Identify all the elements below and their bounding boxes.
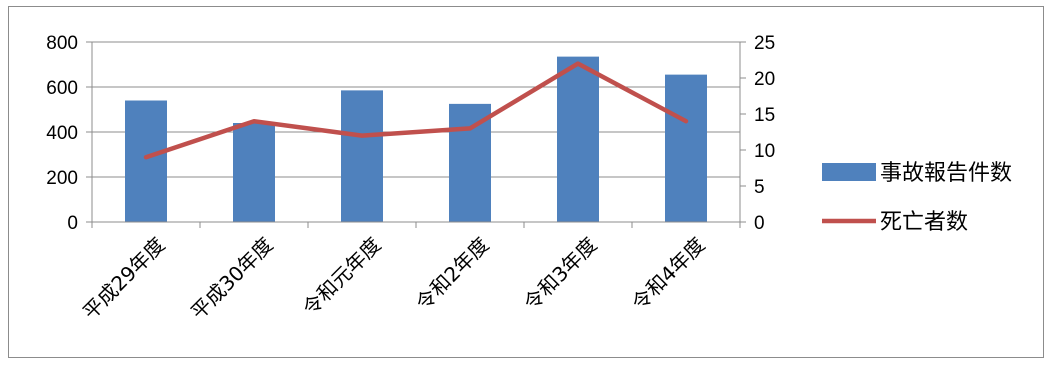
right-tick-label: 0 — [754, 213, 765, 234]
left-tick-label: 400 — [46, 123, 78, 144]
category-label: 令和3年度 — [519, 233, 602, 316]
category-label: 令和2年度 — [411, 233, 494, 316]
right-tick-label: 25 — [754, 33, 775, 54]
right-tick-label: 15 — [754, 105, 775, 126]
category-labels: 平成29年度 平成30年度 令和元年度 令和2年度 令和3年度 令和4年度 — [78, 233, 710, 325]
legend-label-bar: 事故報告件数 — [880, 161, 1012, 186]
legend-swatch-bar — [822, 163, 876, 181]
bar — [449, 103, 491, 222]
line-series — [143, 61, 689, 160]
category-label: 令和4年度 — [627, 233, 710, 316]
bar — [665, 74, 707, 222]
category-label: 平成29年度 — [78, 233, 170, 325]
right-tick-label: 10 — [754, 141, 775, 162]
gridlines — [92, 41, 740, 178]
bar — [125, 100, 167, 222]
right-tick-label: 5 — [754, 177, 765, 198]
left-tick-label: 0 — [67, 213, 78, 234]
left-tick-label: 800 — [46, 33, 78, 54]
axes — [86, 41, 746, 228]
legend-label-line: 死亡者数 — [880, 210, 968, 235]
right-tick-label: 20 — [754, 69, 775, 90]
bar — [341, 90, 383, 222]
chart-frame — [8, 6, 1044, 358]
series-line — [143, 61, 689, 160]
left-tick-label: 200 — [46, 168, 78, 189]
bar-series — [125, 56, 707, 222]
bar — [557, 56, 599, 222]
category-label: 令和元年度 — [298, 233, 386, 321]
bar — [233, 123, 275, 222]
tick-labels: 0 200 400 600 800 0 5 10 15 20 25 — [46, 33, 775, 234]
category-label: 平成30年度 — [186, 233, 278, 325]
left-tick-label: 600 — [46, 78, 78, 99]
